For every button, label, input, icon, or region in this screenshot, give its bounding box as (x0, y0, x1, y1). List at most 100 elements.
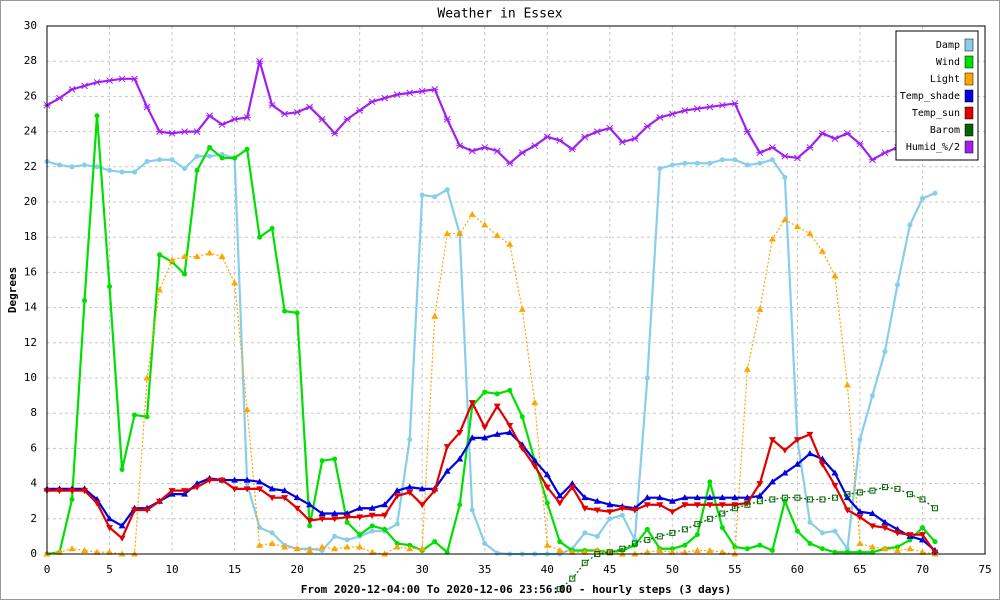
point (168, 130, 176, 137)
point (169, 157, 175, 163)
point (657, 166, 663, 172)
x-tick-label: 30 (416, 563, 429, 576)
point (68, 545, 76, 552)
point (132, 169, 138, 175)
point (718, 494, 726, 501)
point (231, 476, 239, 483)
point (831, 494, 838, 501)
point (656, 502, 664, 509)
point (581, 133, 589, 141)
point (393, 487, 401, 494)
point (844, 546, 850, 552)
point (468, 400, 476, 407)
point (668, 110, 676, 118)
legend-label: Light (930, 74, 960, 85)
point (568, 145, 576, 153)
point (832, 528, 838, 534)
point (56, 94, 64, 102)
point (318, 115, 326, 123)
point (319, 458, 325, 464)
plot (43, 57, 939, 593)
chart-title: Weather in Essex (437, 7, 562, 22)
point (868, 543, 876, 550)
point (368, 512, 376, 519)
point (318, 510, 326, 517)
point (332, 533, 338, 539)
point (157, 252, 163, 258)
point (418, 87, 426, 95)
y-tick-label: 4 (30, 477, 37, 490)
x-tick-label: 40 (541, 563, 554, 576)
point (218, 477, 226, 484)
point (706, 502, 714, 509)
point (756, 149, 764, 157)
point (118, 75, 126, 83)
point (69, 496, 75, 502)
point (669, 529, 676, 536)
point (769, 157, 775, 163)
point (432, 539, 438, 545)
legend-label: Temp_shade (900, 91, 960, 102)
point (768, 235, 776, 242)
point (831, 272, 839, 279)
point (844, 549, 850, 555)
point (368, 504, 376, 511)
point (581, 548, 589, 555)
point (731, 494, 739, 501)
point (731, 502, 739, 509)
point (869, 393, 875, 399)
point (781, 494, 788, 501)
point (693, 502, 701, 509)
y-tick-label: 8 (30, 406, 37, 419)
point (157, 157, 163, 163)
point (456, 142, 464, 150)
point (331, 516, 339, 523)
point (57, 162, 63, 168)
point (82, 298, 88, 304)
point (744, 501, 751, 508)
point (168, 488, 176, 495)
point (107, 283, 113, 289)
point (243, 486, 251, 493)
x-tick-label: 60 (791, 563, 804, 576)
point (418, 545, 426, 552)
point (394, 521, 400, 527)
legend-label: Barom (930, 125, 960, 136)
point (81, 546, 89, 553)
point (218, 121, 226, 128)
legend-label: Wind (936, 57, 960, 68)
point (119, 467, 125, 473)
x-tick-label: 45 (603, 563, 616, 576)
point (494, 391, 500, 397)
point (156, 286, 164, 293)
y-tick-label: 30 (24, 19, 37, 32)
point (869, 549, 875, 555)
point (593, 497, 601, 504)
point (369, 523, 375, 529)
point (794, 494, 801, 501)
point (94, 113, 100, 119)
point (556, 137, 564, 144)
point (281, 495, 289, 502)
point (56, 488, 64, 495)
point (482, 389, 488, 395)
point (456, 430, 464, 437)
point (406, 545, 414, 552)
point (406, 89, 414, 97)
point (744, 162, 750, 168)
point (743, 365, 751, 372)
point (656, 533, 663, 540)
x-tick-label: 25 (353, 563, 366, 576)
point (531, 463, 539, 470)
point (631, 540, 638, 547)
point (507, 387, 513, 393)
point (257, 525, 263, 531)
point (207, 153, 213, 159)
series-line (46, 213, 936, 555)
point (431, 312, 439, 319)
point (693, 546, 701, 553)
point (168, 256, 176, 263)
point (594, 533, 600, 539)
point (293, 108, 301, 116)
point (731, 505, 738, 512)
